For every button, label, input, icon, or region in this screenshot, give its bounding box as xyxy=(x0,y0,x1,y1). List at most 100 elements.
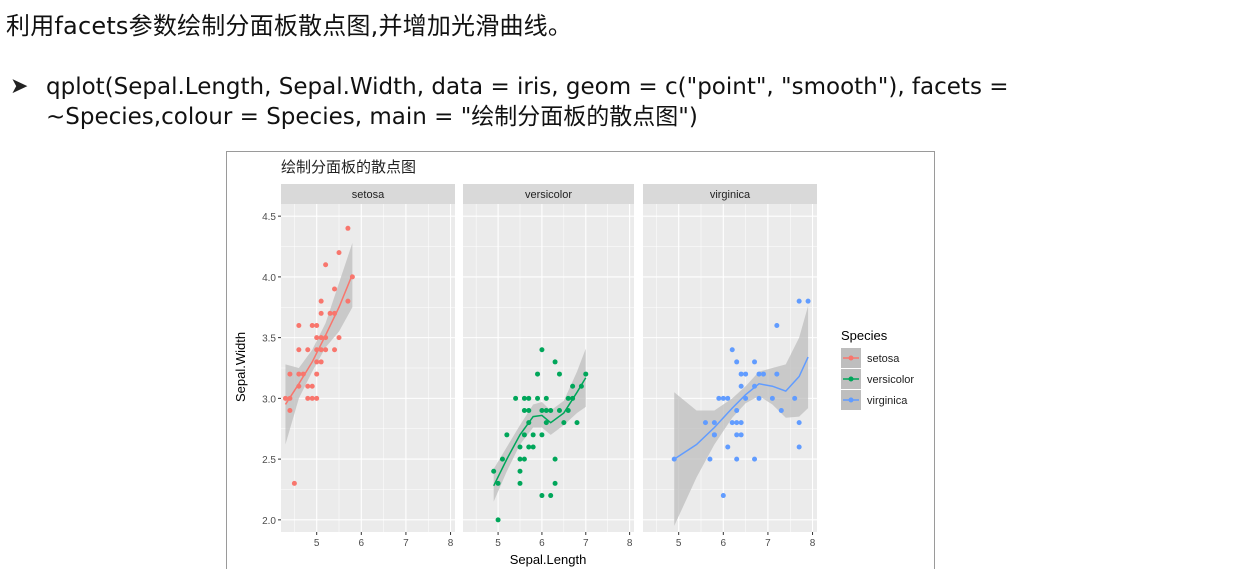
data-point-setosa xyxy=(318,347,324,353)
legend-title: Species xyxy=(841,328,888,343)
x-tick-label: 8 xyxy=(627,538,633,549)
smooth-line-setosa xyxy=(284,274,354,405)
data-point-virginica xyxy=(778,408,784,414)
data-point-setosa xyxy=(332,286,338,292)
legend-point-versicolor xyxy=(848,376,854,382)
data-point-versicolor xyxy=(556,408,562,414)
data-point-setosa xyxy=(296,371,302,377)
facet-panels: setosa 5 6 7 8 versicolor 5 6 7 8 virginica 5 6 7 8 2.0… xyxy=(262,184,817,549)
data-point-virginica xyxy=(711,420,717,426)
data-point-setosa xyxy=(336,250,342,256)
data-point-versicolor xyxy=(517,480,523,486)
data-point-virginica xyxy=(729,347,735,353)
data-point-setosa xyxy=(323,262,329,268)
data-point-setosa xyxy=(309,395,315,401)
data-point-setosa xyxy=(305,347,311,353)
data-point-setosa xyxy=(282,395,288,401)
data-point-versicolor xyxy=(521,456,527,462)
data-point-virginica xyxy=(725,395,731,401)
data-point-virginica xyxy=(729,420,735,426)
x-tick-label: 7 xyxy=(765,538,771,549)
data-point-versicolor xyxy=(517,444,523,450)
y-tick-label: 3.5 xyxy=(262,334,276,345)
x-tick-label: 7 xyxy=(403,538,409,549)
data-point-virginica xyxy=(734,359,740,365)
y-axis-label: Sepal.Width xyxy=(233,332,248,402)
x-tick-label: 5 xyxy=(676,538,682,549)
data-point-virginica xyxy=(734,456,740,462)
x-tick-label: 6 xyxy=(359,538,365,549)
data-point-setosa xyxy=(305,383,311,389)
data-point-virginica xyxy=(707,456,713,462)
data-point-setosa xyxy=(323,347,329,353)
data-point-versicolor xyxy=(556,371,562,377)
data-point-virginica xyxy=(743,371,749,377)
data-point-virginica xyxy=(805,298,811,304)
data-point-versicolor xyxy=(548,408,554,414)
code-text: qplot(Sepal.Length, Sepal.Width, data = … xyxy=(46,72,1096,132)
legend-point-setosa xyxy=(848,355,854,361)
data-point-virginica xyxy=(716,395,722,401)
data-point-setosa xyxy=(327,310,333,316)
data-point-setosa xyxy=(309,383,315,389)
slide-heading: 利用facets参数绘制分面板散点图,并增加光滑曲线。 xyxy=(6,12,573,40)
data-point-versicolor xyxy=(521,408,527,414)
data-point-versicolor xyxy=(552,359,558,365)
data-point-versicolor xyxy=(552,456,558,462)
y-tick-label: 2.5 xyxy=(262,455,276,466)
data-point-setosa xyxy=(345,225,351,231)
data-point-versicolor xyxy=(526,444,532,450)
confidence-band-versicolor xyxy=(493,348,586,502)
data-point-setosa xyxy=(314,395,320,401)
data-point-setosa xyxy=(291,480,297,486)
data-point-versicolor xyxy=(565,395,571,401)
x-tick-label: 5 xyxy=(314,538,320,549)
data-point-setosa xyxy=(345,298,351,304)
data-point-versicolor xyxy=(539,408,545,414)
data-point-versicolor xyxy=(543,420,549,426)
data-point-versicolor xyxy=(543,408,549,414)
confidence-band-virginica xyxy=(674,306,809,526)
data-point-versicolor xyxy=(495,517,501,523)
data-point-virginica xyxy=(796,420,802,426)
legend: Species setosa versicolor virginica xyxy=(841,328,914,410)
arrow-bullet-icon: ➤ xyxy=(10,74,29,99)
data-point-versicolor xyxy=(513,395,519,401)
confidence-band-setosa xyxy=(285,242,353,445)
data-point-setosa xyxy=(296,347,302,353)
faceted-scatter-chart: 绘制分面板的散点图 Sepal.Length Sepal.Width setos… xyxy=(233,158,914,567)
data-point-virginica xyxy=(711,432,717,438)
y-tick-label: 4.5 xyxy=(262,212,276,223)
data-point-setosa xyxy=(296,322,302,328)
facet-strip-label-virginica: virginica xyxy=(710,189,751,201)
data-point-versicolor xyxy=(499,456,505,462)
data-point-virginica xyxy=(738,432,744,438)
data-point-virginica xyxy=(792,395,798,401)
y-tick-label: 3.0 xyxy=(262,394,276,405)
data-point-virginica xyxy=(774,322,780,328)
data-point-versicolor xyxy=(552,480,558,486)
data-point-versicolor xyxy=(539,347,545,353)
data-point-versicolor xyxy=(530,444,536,450)
data-point-setosa xyxy=(314,359,320,365)
data-point-virginica xyxy=(769,395,775,401)
data-point-virginica xyxy=(796,298,802,304)
data-point-versicolor xyxy=(539,432,545,438)
data-point-virginica xyxy=(738,371,744,377)
facet-strip-virginica xyxy=(643,184,817,204)
data-point-versicolor xyxy=(543,395,549,401)
x-tick-label: 5 xyxy=(495,538,501,549)
smooth-line-versicolor xyxy=(493,377,587,487)
plot-figure: 绘制分面板的散点图 Sepal.Length Sepal.Width setos… xyxy=(226,151,935,569)
data-point-versicolor xyxy=(526,408,532,414)
data-point-setosa xyxy=(305,395,311,401)
data-point-virginica xyxy=(702,420,708,426)
data-point-virginica xyxy=(725,444,731,450)
data-point-versicolor xyxy=(583,371,589,377)
y-tick-label: 2.0 xyxy=(262,516,276,527)
data-point-versicolor xyxy=(526,395,532,401)
code-line-1: qplot(Sepal.Length, Sepal.Width, data = … xyxy=(46,74,1009,100)
chart-title: 绘制分面板的散点图 xyxy=(281,158,416,176)
legend-label-virginica: virginica xyxy=(867,395,908,407)
code-line-2: ~Species,colour = Species, main = "绘制分面板… xyxy=(46,104,698,130)
